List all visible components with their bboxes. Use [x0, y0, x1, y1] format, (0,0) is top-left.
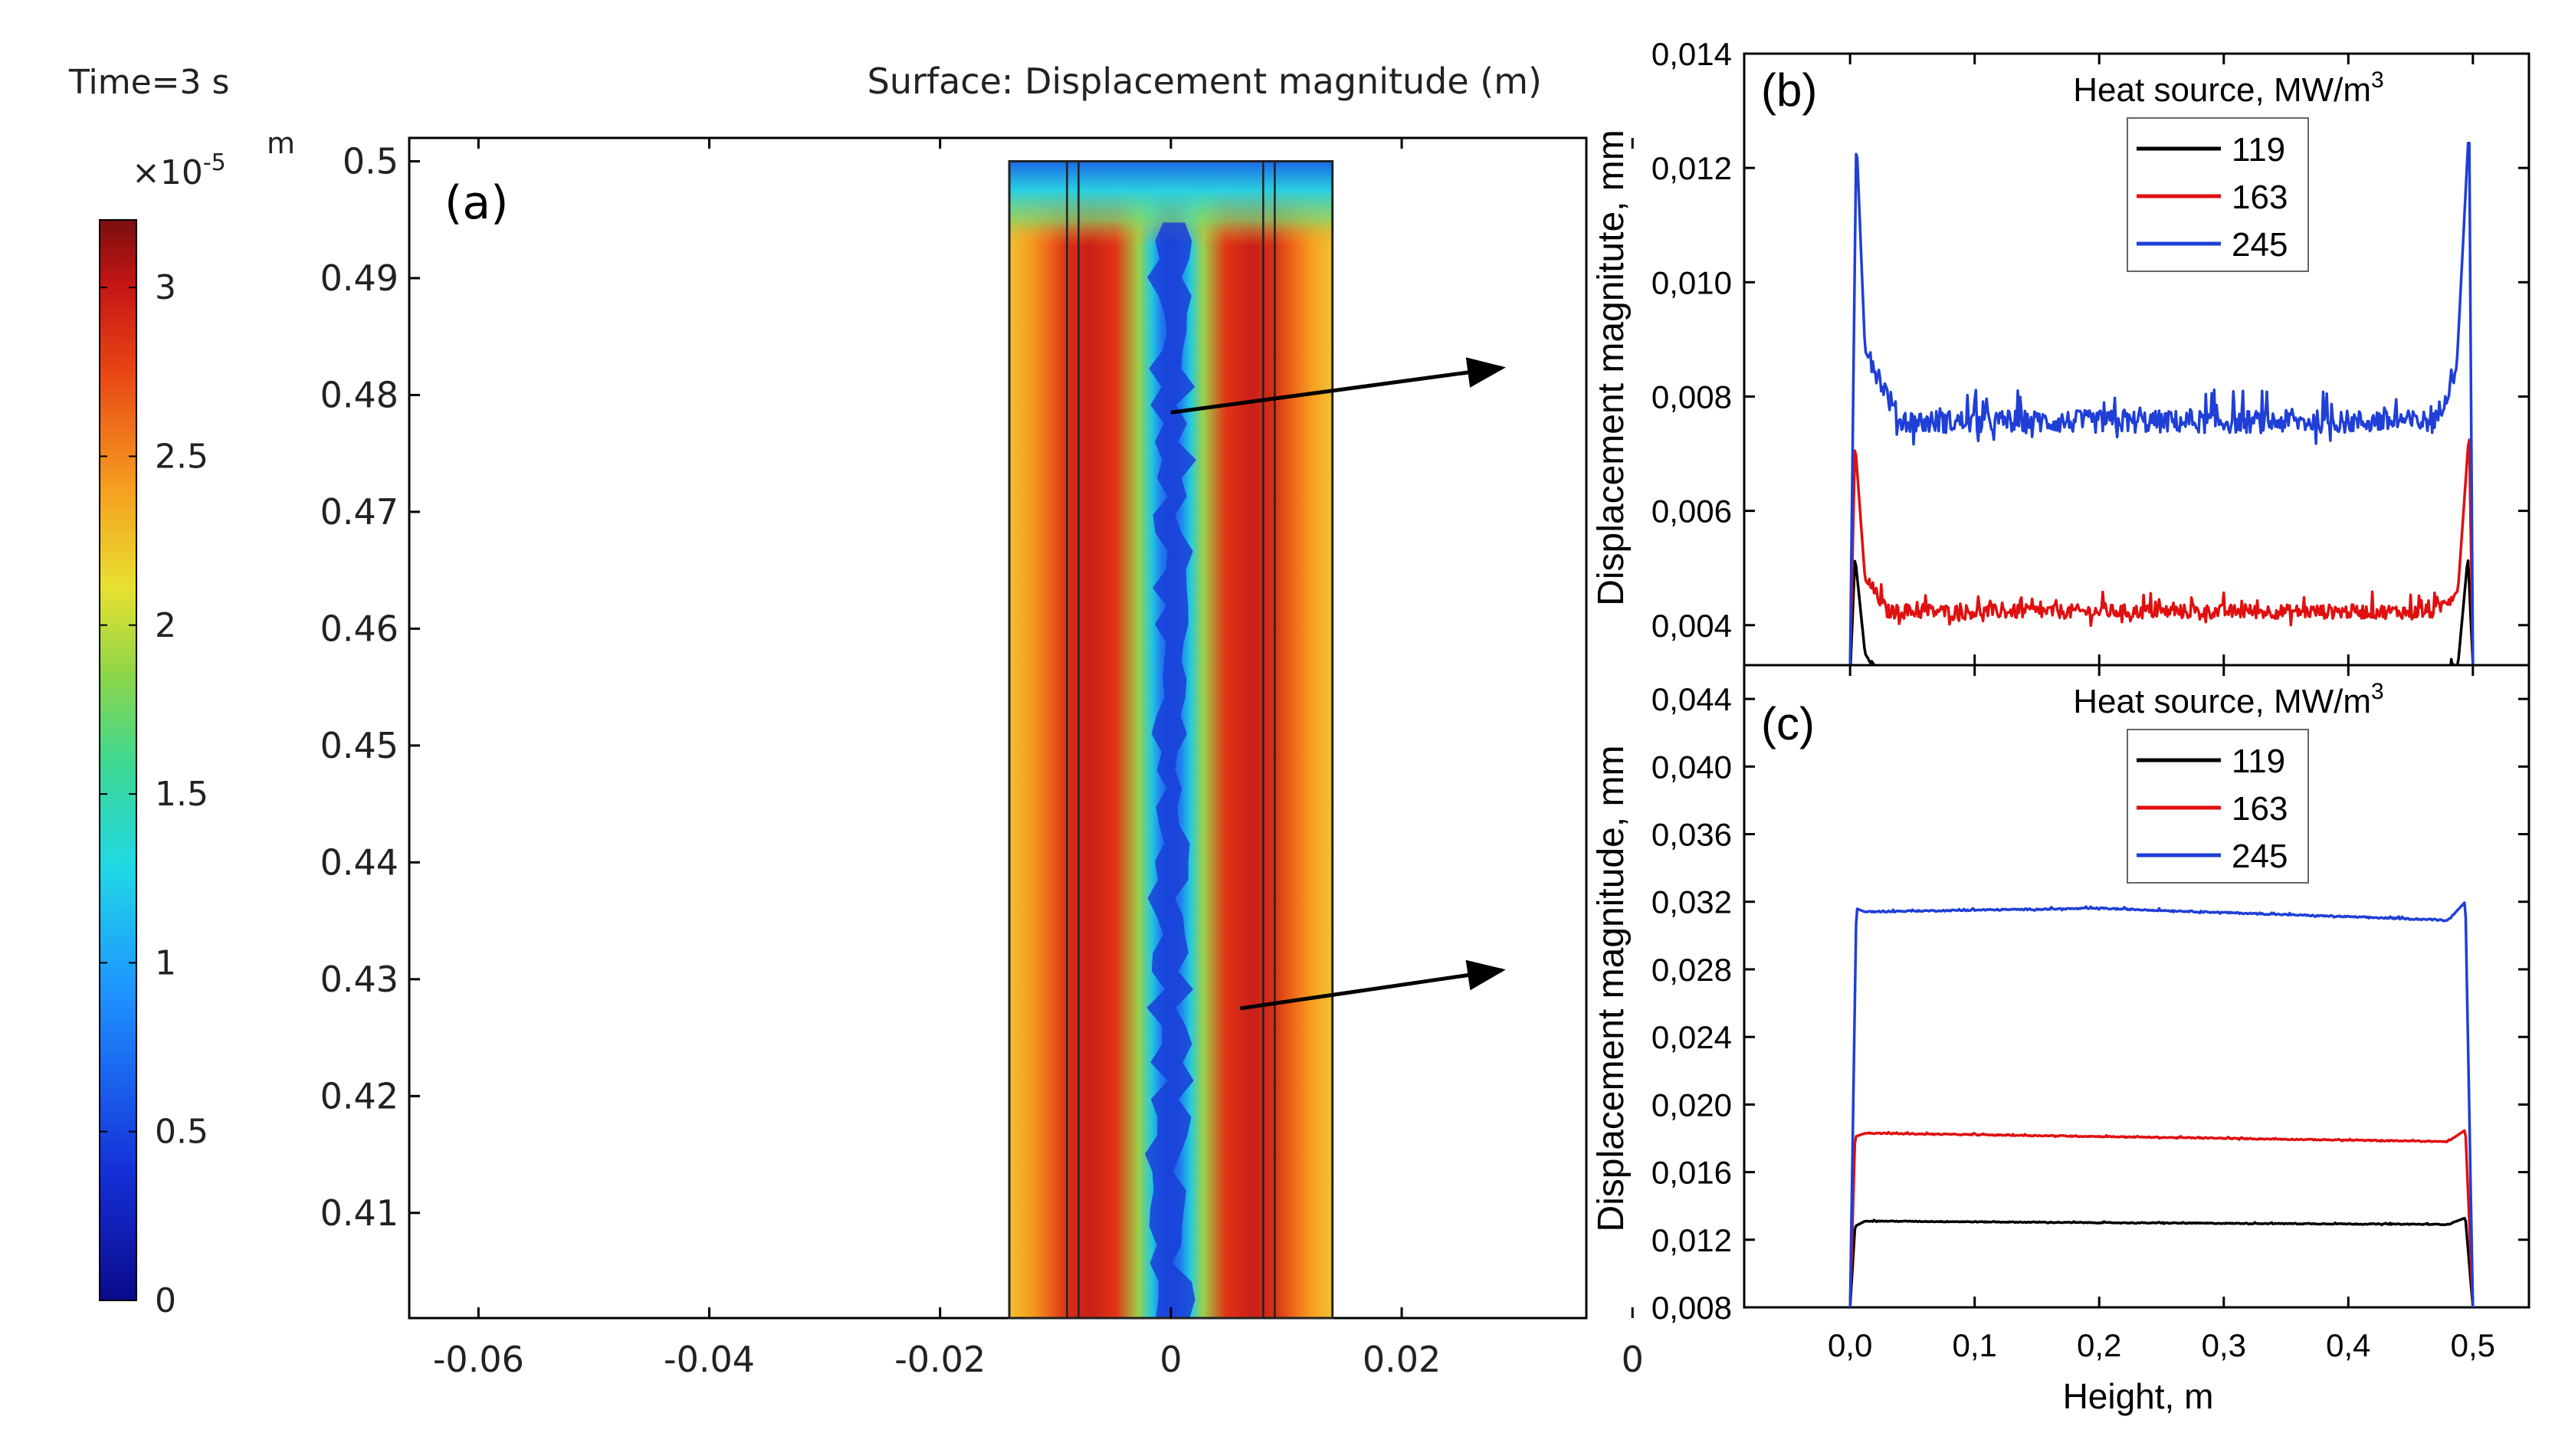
colorbar-multiplier: ×10-5 [132, 149, 226, 192]
y-tick-label-a: 0.46 [320, 608, 399, 649]
arrow-to-panel-b [1170, 357, 1506, 415]
y-tick-label-a: 0.45 [320, 725, 399, 766]
y-tick-label-b: 0,014 [1651, 36, 1732, 72]
y-tick-label-a: 0.41 [320, 1192, 399, 1234]
colorbar-gradient [99, 219, 137, 1301]
y-tick-label-c: 0,032 [1651, 884, 1732, 920]
x-tick-label-a: 0 [1622, 1339, 1644, 1380]
x-tick-label-c: 0,5 [2451, 1327, 2495, 1363]
surface-title: Surface: Displacement magnitude (m) [868, 61, 1542, 102]
colorbar-tick-label: 1 [155, 943, 176, 982]
y-tick-label-c: 0,016 [1651, 1155, 1732, 1191]
panel-label-a: (a) [444, 176, 509, 230]
x-tick-label-c: 0,3 [2202, 1327, 2246, 1363]
legend-title-c: Heat source, MW/m3 [2073, 679, 2383, 720]
x-tick-label-a: -0.02 [894, 1339, 986, 1380]
colorbar-tick-label: 1.5 [155, 775, 208, 814]
y-tick-label-a: 0.44 [320, 841, 399, 883]
ylabel-b: Displacement magnitute, mm [1591, 130, 1632, 606]
legend-title-b: Heat source, MW/m3 [2073, 67, 2383, 109]
y-tick-label-a: 0.43 [320, 959, 399, 1000]
y-tick-label-b: 0,012 [1651, 150, 1732, 186]
arrow-to-panel-c [1239, 959, 1506, 1011]
series-line-c-245 [1848, 901, 2475, 1307]
center-low-displacement-band [1145, 222, 1196, 1318]
panel-c-line-chart: 0,0440,0400,0360,0320,0280,0240,0200,016… [1591, 664, 2530, 1416]
y-tick-label-b: 0,010 [1651, 264, 1732, 300]
colorbar-tick-label: 3 [155, 268, 176, 307]
panel-label-b: (b) [1761, 64, 1817, 116]
y-tick-label-a: 0.48 [320, 374, 399, 415]
y-tick-label-a: 0.5 [343, 140, 399, 182]
y-tick-label-c: 0,028 [1651, 952, 1732, 988]
x-tick-label-a: 0 [1159, 1339, 1182, 1380]
x-tick-label-a: -0.04 [664, 1339, 755, 1380]
colorbar-unit: m [267, 126, 295, 160]
y-tick-label-a: 0.47 [320, 491, 399, 533]
panel-b-line-chart: 0,014 0,012 0,010 0,008 0,006 0,004 Heat sourc… [1591, 36, 2530, 667]
y-tick-label-c: 0,008 [1651, 1290, 1732, 1326]
colorbar: ×10-5 m 3 2.5 2 1.5 1 0.5 0 [99, 126, 295, 1320]
series-line-c-163 [1848, 1129, 2475, 1307]
x-tick-label-a: 0.02 [1363, 1339, 1441, 1380]
y-tick-label-c: 0,024 [1651, 1019, 1732, 1055]
axes-a-frame [408, 136, 1588, 1320]
y-tick-label-c: 0,036 [1651, 817, 1732, 853]
legend-label-c-163: 163 [2232, 790, 2288, 828]
colorbar-tick-label: 2 [155, 606, 176, 645]
y-tick-label-b: 0,008 [1651, 379, 1732, 415]
legend-label-c-119: 119 [2232, 743, 2285, 780]
y-tick-label-a: 0.49 [320, 257, 399, 299]
y-tick-label-c: 0,044 [1651, 681, 1732, 717]
colorbar-tick-label: 0 [155, 1281, 176, 1320]
legend-label-b-163: 163 [2232, 179, 2288, 216]
y-tick-label-c: 0,012 [1651, 1222, 1732, 1258]
x-tick-label-c: 0,1 [1953, 1327, 1997, 1363]
y-tick-label-c: 0,020 [1651, 1087, 1732, 1123]
x-tick-label-c: 0,4 [2326, 1327, 2370, 1363]
x-tick-label-c: 0,0 [1828, 1327, 1872, 1363]
legend-label-b-119: 119 [2232, 131, 2285, 169]
series-line-b-245 [1848, 141, 2475, 665]
x-tick-label-c: 0,2 [2077, 1327, 2121, 1363]
y-tick-label-b: 0,004 [1651, 608, 1732, 644]
xlabel-c: Height, m [2063, 1376, 2214, 1416]
legend-label-b-245: 245 [2232, 226, 2288, 264]
panel-label-c: (c) [1761, 698, 1815, 749]
series-line-c-119 [1848, 1216, 2475, 1307]
colorbar-tick-label: 2.5 [155, 437, 208, 476]
legend-label-c-245: 245 [2232, 838, 2288, 875]
series-line-b-163 [1848, 438, 2475, 665]
time-label: Time=3 s [68, 63, 229, 102]
panel-a-heatmap: Time=3 s Surface: Displacement magnitude… [68, 61, 1644, 1380]
y-tick-label-c: 0,040 [1651, 749, 1732, 785]
y-tick-label-a: 0.42 [320, 1075, 399, 1117]
ylabel-c: Displacement magnitude, mm [1591, 746, 1632, 1232]
y-tick-label-b: 0,006 [1651, 494, 1732, 530]
colorbar-tick-label: 0.5 [155, 1113, 208, 1152]
x-tick-label-a: -0.06 [433, 1339, 524, 1380]
